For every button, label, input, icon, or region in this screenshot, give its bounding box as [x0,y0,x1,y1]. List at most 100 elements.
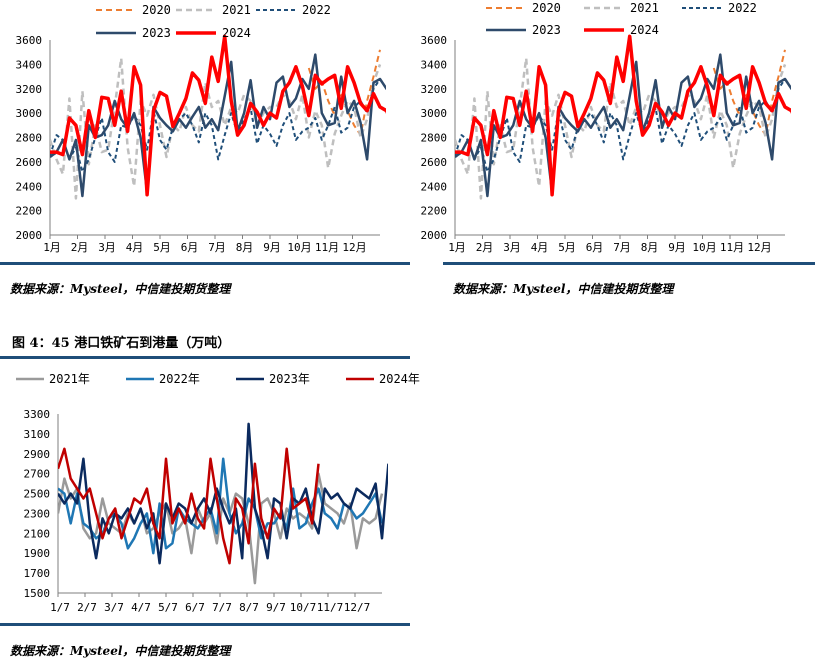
x-tick-label: 2/7 [77,601,97,614]
y-tick-label: 2600 [421,156,448,169]
x-tick-label: 9月 [263,241,281,254]
x-tick-label: 8/7 [239,601,259,614]
y-tick-label: 2000 [421,229,448,242]
chart-3-title: 图 4：45 港口铁矿石到港量（万吨） [12,335,230,351]
series-line-2023年 [58,422,388,565]
x-tick-label: 7月 [613,241,631,254]
x-tick-label: 5/7 [158,601,178,614]
series-group [58,422,388,585]
series-line-2022 [455,78,786,173]
x-tick-label: 10月 [692,241,716,254]
legend-label-2024: 2024 [630,23,659,37]
x-tick-label: 2月 [71,241,89,254]
x-tick-label: 1月 [448,241,466,254]
y-tick-label: 2600 [16,156,43,169]
x-tick-label: 11/7 [317,601,344,614]
y-tick-label: 2300 [24,507,51,520]
y-tick-label: 2700 [24,468,51,481]
y-tick-label: 2100 [24,527,51,540]
x-tick-label: 5月 [153,241,171,254]
x-tick-label: 10/7 [290,601,317,614]
x-tick-label: 3月 [98,241,116,254]
x-tick-label: 3月 [503,241,521,254]
legend-label-2020: 2020 [532,1,561,15]
x-tick-label: 9月 [668,241,686,254]
x-tick-label: 4月 [531,241,549,254]
y-tick-label: 2200 [421,205,448,218]
y-tick-label: 3600 [16,34,43,47]
series-line-2024年 [58,447,320,565]
series-group [455,34,791,200]
x-tick-label: 8月 [641,241,659,254]
legend-label-2023年: 2023年 [269,372,310,386]
y-tick-label: 1500 [24,587,51,600]
series-line-2022 [50,78,381,173]
x-tick-label: 12月 [342,241,366,254]
legend-label-2021年: 2021年 [49,372,90,386]
y-tick-label: 2800 [16,132,43,145]
x-tick-label: 2月 [476,241,494,254]
y-tick-label: 3000 [16,107,43,120]
y-tick-label: 3400 [16,58,43,71]
y-tick-label: 2500 [24,488,51,501]
chart-3: 3300 3100 2900 2700 2500 2300 2100 1900 1700 1500… [16,372,420,614]
y-tick-label: 3600 [421,34,448,47]
source-note-3: 数据来源：Mysteel，中信建投期货整理 [10,644,232,658]
y-tick-label: 2200 [16,205,43,218]
series-line-2023 [455,53,791,198]
y-tick-label: 1900 [24,547,51,560]
x-tick-label: 10月 [287,241,311,254]
rule-title-underline [0,356,410,359]
x-tick-label: 8月 [236,241,254,254]
x-tick-label: 9/7 [266,601,286,614]
x-tick-label: 12/7 [344,601,371,614]
y-tick-label: 3000 [421,107,448,120]
legend-label-2023: 2023 [532,23,561,37]
y-tick-label: 3200 [16,83,43,96]
y-tick-label: 2400 [421,180,448,193]
legend-label-2021: 2021 [222,3,251,17]
x-tick-label: 4月 [126,241,144,254]
legend-label-2023: 2023 [142,26,171,40]
x-tick-label: 7月 [208,241,226,254]
legend-label-2022年: 2022年 [159,372,200,386]
y-tick-label: 2900 [24,448,51,461]
x-tick-label: 5月 [558,241,576,254]
y-tick-label: 2000 [16,229,43,242]
series-line-2020 [712,49,786,137]
y-tick-label: 3400 [421,58,448,71]
series-line-2021 [455,57,787,200]
y-tick-label: 2800 [421,132,448,145]
legend-label-2022: 2022 [728,1,757,15]
series-line-2022年 [58,457,384,555]
x-tick-label: 1月 [43,241,61,254]
x-tick-label: 6月 [181,241,199,254]
x-tick-label: 12月 [747,241,771,254]
y-tick-label: 1700 [24,567,51,580]
series-group [50,34,386,200]
series-line-2024 [50,34,386,197]
legend-label-2024年: 2024年 [379,372,420,386]
legend-label-2021: 2021 [630,1,659,15]
x-tick-label: 1/7 [50,601,70,614]
x-tick-label: 7/7 [212,601,232,614]
x-tick-label: 3/7 [104,601,124,614]
legend-label-2024: 2024 [222,26,251,40]
legend-label-2022: 2022 [302,3,331,17]
x-tick-label: 11月 [720,241,744,254]
y-tick-label: 2400 [16,180,43,193]
rule-top-right [443,262,815,265]
x-tick-label: 6/7 [185,601,205,614]
legend-label-2020: 2020 [142,3,171,17]
x-tick-label: 4/7 [131,601,151,614]
series-line-2021 [50,57,382,200]
y-tick-label: 3300 [24,408,51,421]
series-line-2024 [455,34,791,197]
x-tick-label: 11月 [315,241,339,254]
series-line-2020 [307,49,381,137]
series-line-2023 [50,53,386,198]
source-note-2: 数据来源：Mysteel，中信建投期货整理 [453,282,675,296]
